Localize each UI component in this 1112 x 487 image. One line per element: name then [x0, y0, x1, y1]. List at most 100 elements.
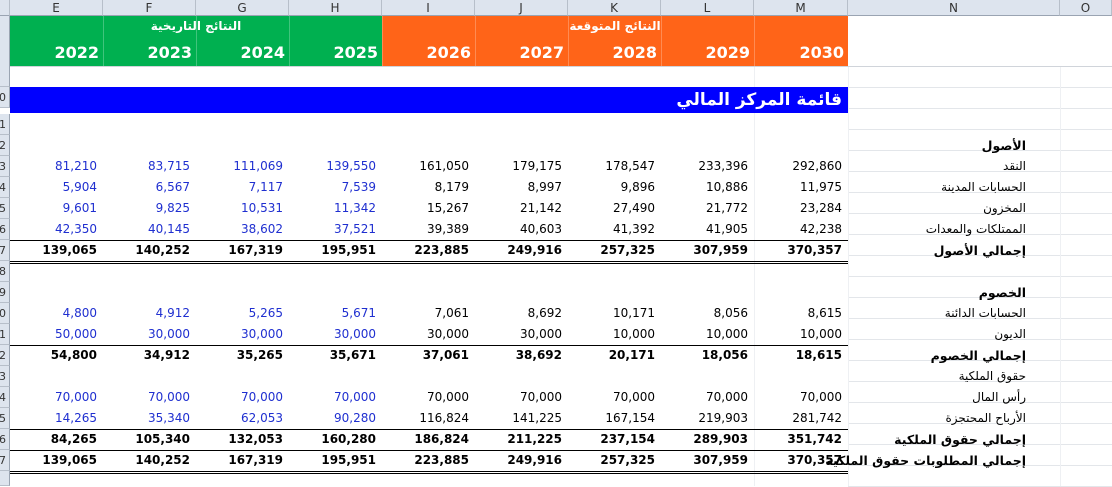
value-cell[interactable]: 84,265 — [50, 432, 97, 446]
value-cell[interactable]: 81,210 — [55, 159, 97, 173]
row-number[interactable]: 6 — [0, 219, 10, 240]
value-cell[interactable]: 139,550 — [326, 159, 376, 173]
value-cell[interactable]: 70,000 — [241, 390, 283, 404]
value-cell[interactable]: 10,886 — [706, 180, 748, 194]
row-number[interactable]: 2 — [0, 135, 10, 156]
column-header-h[interactable]: H — [289, 0, 382, 16]
value-cell[interactable]: 5,265 — [248, 306, 283, 320]
column-header-e[interactable]: E — [10, 0, 103, 16]
value-cell[interactable]: 223,885 — [414, 243, 469, 257]
column-header-n[interactable]: N — [848, 0, 1060, 16]
value-cell[interactable]: 7,539 — [341, 180, 376, 194]
value-cell[interactable]: 257,325 — [600, 453, 655, 467]
value-cell[interactable]: 10,000 — [706, 327, 748, 341]
value-cell[interactable]: 70,000 — [706, 390, 748, 404]
value-cell[interactable]: 139,065 — [42, 453, 97, 467]
row-number[interactable]: 1 — [0, 114, 10, 135]
value-cell[interactable]: 10,171 — [613, 306, 655, 320]
value-cell[interactable]: 30,000 — [427, 327, 469, 341]
value-cell[interactable]: 70,000 — [613, 390, 655, 404]
value-cell[interactable]: 39,389 — [427, 222, 469, 236]
column-header-o[interactable]: O — [1060, 0, 1112, 16]
value-cell[interactable]: 160,280 — [321, 432, 376, 446]
column-header-corner[interactable] — [0, 0, 10, 16]
row-number[interactable]: 2 — [0, 345, 10, 366]
value-cell[interactable]: 140,252 — [135, 453, 190, 467]
value-cell[interactable]: 8,997 — [527, 180, 562, 194]
value-cell[interactable]: 15,267 — [427, 201, 469, 215]
column-header-i[interactable]: I — [382, 0, 475, 16]
value-cell[interactable]: 70,000 — [427, 390, 469, 404]
value-cell[interactable]: 116,824 — [419, 411, 469, 425]
value-cell[interactable]: 195,951 — [321, 453, 376, 467]
row-number[interactable]: 5 — [0, 198, 10, 219]
value-cell[interactable]: 111,069 — [233, 159, 283, 173]
value-cell[interactable]: 223,885 — [414, 453, 469, 467]
row-number[interactable]: 1 — [0, 324, 10, 345]
row-number[interactable]: 6 — [0, 429, 10, 450]
value-cell[interactable]: 4,800 — [62, 306, 97, 320]
value-cell[interactable]: 40,145 — [148, 222, 190, 236]
row-number[interactable]: 4 — [0, 387, 10, 408]
column-header-j[interactable]: J — [475, 0, 568, 16]
value-cell[interactable]: 167,154 — [605, 411, 655, 425]
value-cell[interactable]: 167,319 — [228, 453, 283, 467]
value-cell[interactable]: 30,000 — [520, 327, 562, 341]
value-cell[interactable]: 20,171 — [608, 348, 655, 362]
value-cell[interactable]: 211,225 — [507, 432, 562, 446]
value-cell[interactable]: 70,000 — [334, 390, 376, 404]
value-cell[interactable]: 233,396 — [698, 159, 748, 173]
value-cell[interactable]: 14,265 — [55, 411, 97, 425]
value-cell[interactable]: 62,053 — [241, 411, 283, 425]
row-number[interactable]: 0 — [0, 87, 10, 108]
value-cell[interactable]: 70,000 — [520, 390, 562, 404]
value-cell[interactable]: 35,671 — [329, 348, 376, 362]
value-cell[interactable]: 35,340 — [148, 411, 190, 425]
value-cell[interactable]: 8,179 — [434, 180, 469, 194]
value-cell[interactable]: 5,904 — [62, 180, 97, 194]
value-cell[interactable]: 11,342 — [334, 201, 376, 215]
value-cell[interactable]: 35,265 — [236, 348, 283, 362]
value-cell[interactable]: 9,601 — [62, 201, 97, 215]
value-cell[interactable]: 18,056 — [701, 348, 748, 362]
value-cell[interactable]: 132,053 — [228, 432, 283, 446]
value-cell[interactable]: 10,531 — [241, 201, 283, 215]
value-cell[interactable]: 178,547 — [605, 159, 655, 173]
value-cell[interactable]: 6,567 — [155, 180, 190, 194]
value-cell[interactable]: 370,357 — [787, 453, 842, 467]
value-cell[interactable]: 11,975 — [800, 180, 842, 194]
value-cell[interactable]: 50,000 — [55, 327, 97, 341]
value-cell[interactable]: 249,916 — [507, 243, 562, 257]
value-cell[interactable]: 70,000 — [800, 390, 842, 404]
row-number[interactable]: 5 — [0, 408, 10, 429]
row-number[interactable]: 3 — [0, 156, 10, 177]
row-number[interactable]: 7 — [0, 240, 10, 261]
value-cell[interactable]: 140,252 — [135, 243, 190, 257]
value-cell[interactable]: 70,000 — [55, 390, 97, 404]
value-cell[interactable]: 21,772 — [706, 201, 748, 215]
value-cell[interactable]: 257,325 — [600, 243, 655, 257]
value-cell[interactable]: 5,671 — [341, 306, 376, 320]
value-cell[interactable]: 195,951 — [321, 243, 376, 257]
row-number[interactable]: 9 — [0, 282, 10, 303]
value-cell[interactable]: 54,800 — [50, 348, 97, 362]
row-number[interactable]: 0 — [0, 303, 10, 324]
value-cell[interactable]: 37,521 — [334, 222, 376, 236]
value-cell[interactable]: 4,912 — [155, 306, 190, 320]
value-cell[interactable]: 8,056 — [713, 306, 748, 320]
value-cell[interactable]: 30,000 — [334, 327, 376, 341]
row-number[interactable]: 4 — [0, 177, 10, 198]
value-cell[interactable]: 167,319 — [228, 243, 283, 257]
value-cell[interactable]: 9,825 — [155, 201, 190, 215]
value-cell[interactable]: 90,280 — [334, 411, 376, 425]
value-cell[interactable]: 21,142 — [520, 201, 562, 215]
value-cell[interactable]: 34,912 — [143, 348, 190, 362]
value-cell[interactable]: 10,000 — [800, 327, 842, 341]
column-header-g[interactable]: G — [196, 0, 289, 16]
value-cell[interactable]: 41,905 — [706, 222, 748, 236]
value-cell[interactable]: 7,117 — [248, 180, 283, 194]
value-cell[interactable]: 292,860 — [792, 159, 842, 173]
value-cell[interactable]: 237,154 — [600, 432, 655, 446]
value-cell[interactable]: 30,000 — [241, 327, 283, 341]
row-number[interactable]: 8 — [0, 261, 10, 282]
